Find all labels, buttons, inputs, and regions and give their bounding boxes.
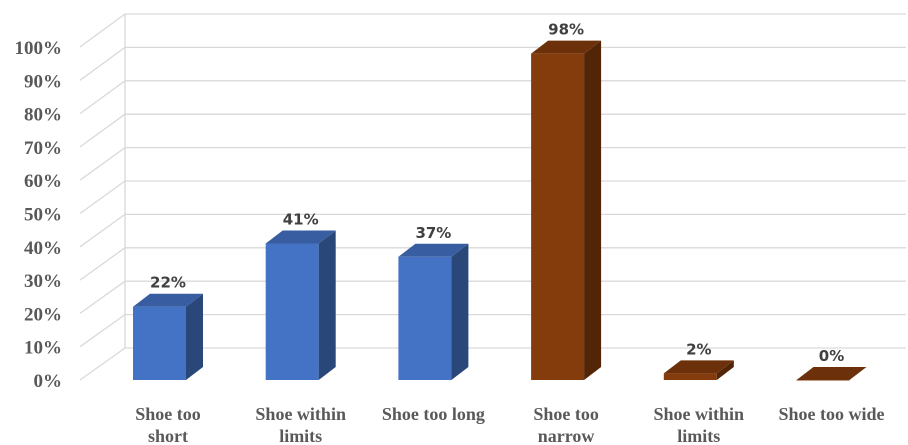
y-tick-label: 20%	[24, 304, 62, 325]
bar-side-face	[186, 293, 203, 380]
bar-top-face	[531, 40, 602, 54]
bar-top-face	[265, 230, 336, 244]
y-axis-tick-labels: 0% 10% 20% 30% 40% 50% 60% 70% 80% 90% 100%	[15, 38, 63, 392]
x-tick-label: Shoe too short	[135, 404, 201, 445]
gridline	[79, 180, 906, 215]
x-tick-label: Shoe within limits	[654, 404, 745, 445]
gridline	[79, 313, 906, 348]
y-tick-label: 40%	[24, 238, 62, 259]
x-tick-label: Shoe within limits	[255, 404, 346, 445]
bar-front-face	[265, 243, 319, 380]
data-labels: 22% 41% 37% 98% 2% 0%	[150, 21, 844, 365]
gridlines	[79, 13, 906, 381]
gridline	[79, 46, 906, 81]
y-tick-label: 30%	[24, 271, 62, 292]
x-tick-label: Shoe too wide	[778, 404, 884, 424]
data-label: 37%	[415, 224, 451, 242]
gridline	[79, 113, 906, 148]
y-tick-label: 90%	[24, 71, 62, 92]
bar-side-face	[318, 230, 336, 380]
bar	[398, 243, 469, 380]
data-label: 2%	[686, 340, 711, 358]
gridline	[79, 146, 906, 181]
bar-front-face	[398, 256, 452, 380]
y-tick-label: 80%	[24, 105, 62, 126]
bars	[133, 40, 867, 381]
bar-top-face	[796, 367, 867, 380]
bar	[531, 40, 602, 380]
bar	[796, 367, 867, 381]
data-label: 98%	[548, 21, 584, 39]
data-label: 22%	[150, 274, 186, 292]
bar	[265, 230, 336, 380]
data-label: 41%	[283, 210, 319, 228]
gridline	[79, 213, 906, 248]
bar-front-face	[531, 53, 585, 380]
bar-top-face	[133, 293, 203, 307]
data-label: 0%	[819, 347, 844, 365]
bar	[663, 360, 734, 380]
x-axis-tick-labels: Shoe too short Shoe within limits Shoe too l…	[135, 404, 884, 445]
bar-side-face	[716, 360, 734, 380]
bar-front-face	[133, 306, 186, 380]
x-tick-label: Shoe too narrow	[533, 404, 599, 445]
gridline	[79, 280, 906, 314]
bar	[133, 293, 203, 380]
y-tick-label: 50%	[24, 205, 62, 226]
bar-front-face	[663, 373, 717, 380]
gridline	[79, 80, 906, 115]
y-tick-label: 70%	[24, 138, 62, 159]
bar-top-face	[663, 360, 734, 374]
y-tick-label: 60%	[24, 171, 62, 192]
x-tick-label: Shoe too long	[382, 404, 485, 424]
y-tick-label: 100%	[15, 38, 63, 59]
y-tick-label: 0%	[34, 371, 63, 392]
bar-front-face	[796, 380, 850, 381]
y-tick-label: 10%	[24, 338, 62, 359]
bar-top-face	[398, 243, 469, 257]
gridline	[79, 247, 906, 281]
bar-side-face	[584, 40, 602, 380]
bar-side-face	[451, 243, 469, 380]
gridline	[79, 347, 906, 381]
gridline	[79, 13, 906, 48]
